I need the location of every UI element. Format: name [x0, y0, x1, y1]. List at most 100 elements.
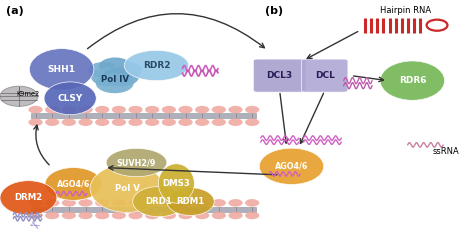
Circle shape [45, 199, 59, 207]
Circle shape [195, 212, 210, 219]
Text: Pol IV: Pol IV [100, 75, 129, 84]
Circle shape [0, 86, 38, 106]
Circle shape [45, 212, 59, 219]
Circle shape [145, 106, 159, 113]
Text: RDR2: RDR2 [143, 61, 170, 70]
Text: DCL3: DCL3 [266, 71, 293, 80]
Ellipse shape [167, 188, 214, 215]
Circle shape [28, 212, 43, 219]
Circle shape [162, 118, 176, 126]
Circle shape [228, 106, 243, 113]
Text: DMS3: DMS3 [163, 179, 190, 188]
Text: (a): (a) [6, 6, 23, 16]
Ellipse shape [106, 148, 167, 177]
Circle shape [162, 106, 176, 113]
Circle shape [178, 106, 192, 113]
Circle shape [128, 118, 143, 126]
FancyBboxPatch shape [301, 59, 348, 92]
Circle shape [245, 199, 259, 207]
Circle shape [128, 106, 143, 113]
Circle shape [28, 106, 43, 113]
Circle shape [88, 62, 118, 78]
Text: RDM1: RDM1 [176, 197, 205, 206]
Ellipse shape [259, 148, 324, 184]
Ellipse shape [44, 82, 96, 115]
Ellipse shape [133, 186, 185, 217]
Text: RDR6: RDR6 [399, 76, 426, 85]
Circle shape [112, 118, 126, 126]
Circle shape [112, 62, 142, 78]
Circle shape [28, 199, 43, 207]
Bar [31, 113, 256, 118]
Ellipse shape [124, 50, 189, 81]
Circle shape [195, 199, 210, 207]
Text: CLSY: CLSY [57, 94, 83, 103]
Circle shape [28, 118, 43, 126]
Circle shape [212, 106, 226, 113]
FancyBboxPatch shape [253, 59, 306, 92]
Text: Pol V: Pol V [115, 184, 139, 193]
Text: DRM2: DRM2 [14, 193, 43, 202]
Circle shape [245, 212, 259, 219]
Circle shape [78, 199, 92, 207]
Text: SHH1: SHH1 [47, 65, 76, 74]
Circle shape [195, 118, 210, 126]
Text: AGO4/6: AGO4/6 [57, 179, 90, 188]
Circle shape [212, 212, 226, 219]
Circle shape [95, 212, 109, 219]
Circle shape [95, 106, 109, 113]
Circle shape [212, 199, 226, 207]
Circle shape [103, 67, 139, 86]
Text: AGO4/6: AGO4/6 [275, 162, 308, 171]
Circle shape [62, 106, 76, 113]
Circle shape [96, 73, 134, 93]
Circle shape [112, 106, 126, 113]
Circle shape [245, 106, 259, 113]
Text: DRD1: DRD1 [146, 197, 172, 206]
Circle shape [62, 118, 76, 126]
Ellipse shape [90, 165, 164, 212]
Circle shape [112, 199, 126, 207]
Text: ssRNA: ssRNA [432, 147, 459, 156]
Text: (b): (b) [265, 6, 283, 16]
Ellipse shape [45, 168, 102, 200]
Circle shape [112, 212, 126, 219]
Circle shape [178, 118, 192, 126]
Circle shape [95, 199, 109, 207]
Text: SUVH2/9: SUVH2/9 [117, 158, 156, 167]
Circle shape [78, 106, 92, 113]
Text: Hairpin RNA: Hairpin RNA [380, 6, 431, 15]
Circle shape [145, 118, 159, 126]
Ellipse shape [158, 164, 194, 203]
Circle shape [228, 118, 243, 126]
Circle shape [95, 118, 109, 126]
Circle shape [99, 57, 131, 75]
Circle shape [245, 118, 259, 126]
Circle shape [128, 199, 143, 207]
Circle shape [145, 212, 159, 219]
Ellipse shape [380, 61, 445, 100]
Circle shape [178, 199, 192, 207]
Circle shape [91, 67, 127, 86]
Circle shape [62, 212, 76, 219]
Circle shape [228, 199, 243, 207]
Circle shape [45, 106, 59, 113]
Circle shape [228, 212, 243, 219]
Text: DCL: DCL [315, 71, 335, 80]
Bar [31, 207, 256, 212]
Text: ✂: ✂ [27, 218, 42, 235]
Circle shape [162, 212, 176, 219]
Circle shape [178, 212, 192, 219]
Circle shape [162, 199, 176, 207]
Ellipse shape [0, 181, 57, 215]
Circle shape [62, 199, 76, 207]
Circle shape [78, 212, 92, 219]
Text: K9me2: K9me2 [17, 91, 40, 97]
Circle shape [212, 118, 226, 126]
Circle shape [145, 199, 159, 207]
Circle shape [78, 118, 92, 126]
Circle shape [45, 118, 59, 126]
Ellipse shape [29, 49, 94, 90]
Circle shape [195, 106, 210, 113]
Circle shape [128, 212, 143, 219]
